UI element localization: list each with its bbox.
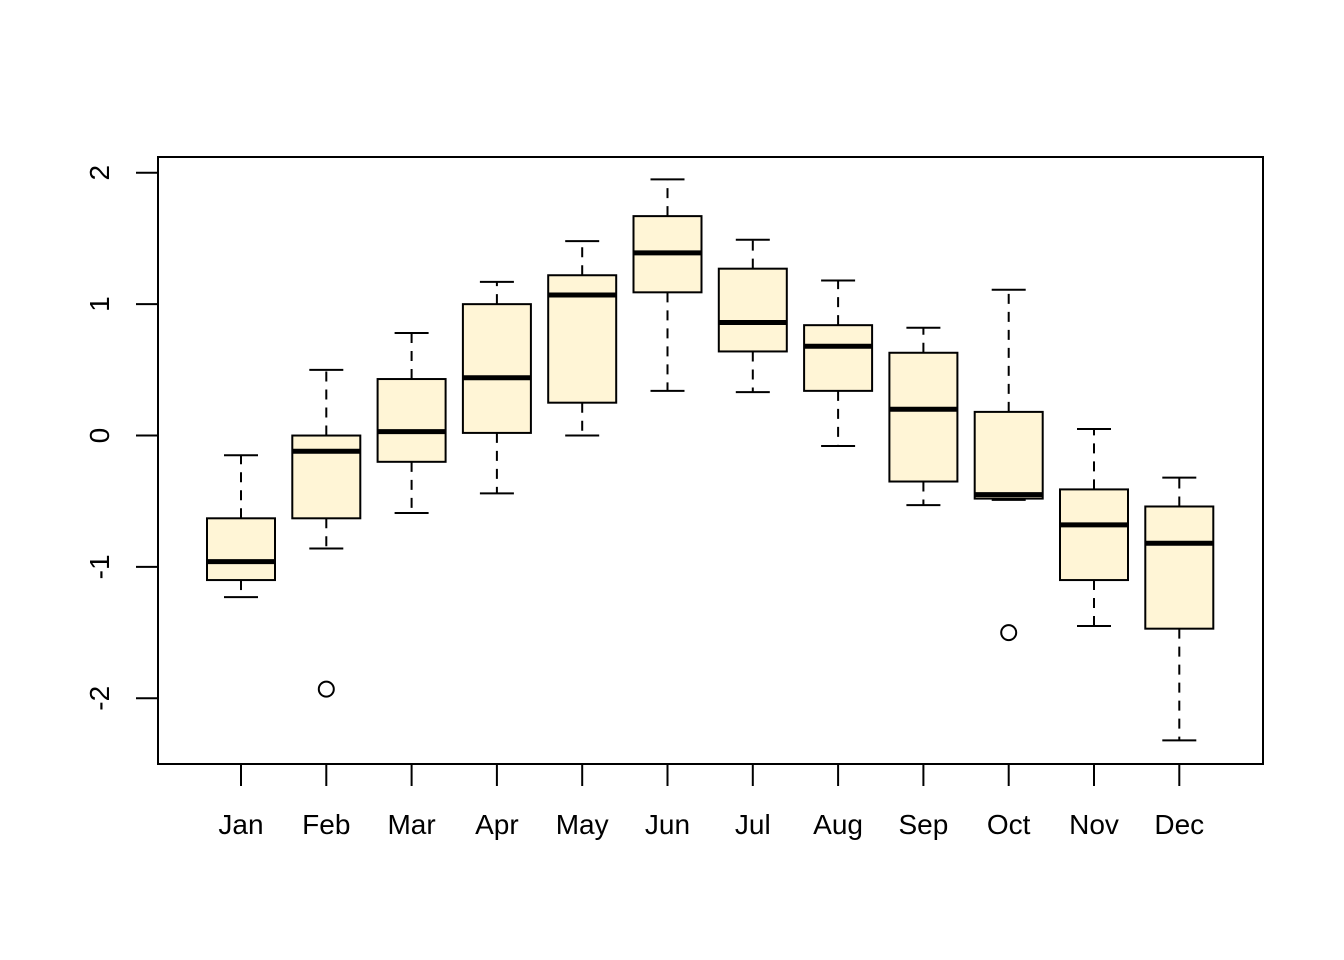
box-aug [803,279,874,448]
box-iqr [461,303,532,434]
box-oct [973,288,1044,642]
y-tick-label: -2 [84,686,115,711]
box-apr [461,280,532,495]
box-iqr [717,267,788,353]
box-dec [1144,476,1215,742]
box-iqr [1144,505,1215,630]
box-jan [206,454,276,599]
box-sep [888,326,959,507]
box-nov [1059,427,1129,628]
boxes-layer [206,178,1215,742]
x-tick-label: Dec [1154,809,1204,840]
x-tick-label: May [556,809,609,840]
plot-frame [157,156,1264,765]
box-iqr [803,324,874,392]
x-tick-label: Aug [813,809,863,840]
x-tick-label: Nov [1069,809,1119,840]
y-tick-label: 2 [84,165,115,181]
box-mar [376,332,447,515]
x-tick-label: Jan [218,809,263,840]
x-tick-label: Jul [735,809,771,840]
box-feb [291,368,362,698]
x-tick-label: Feb [302,809,350,840]
x-tick-label: Jun [645,809,690,840]
box-iqr [1059,488,1129,582]
box-iqr [206,517,276,582]
x-tick-label: Apr [475,809,519,840]
y-tick-label: 0 [84,428,115,444]
box-jul [717,238,788,394]
outlier-point [1000,624,1018,642]
x-tick-label: Sep [898,809,948,840]
box-may [547,240,618,437]
y-tick-label: 1 [84,296,115,312]
outlier-point [317,680,335,698]
y-tick-label: -1 [84,554,115,579]
box-iqr [291,434,362,520]
x-axis: Jan Feb Mar Apr May Jun Jul Aug Sep Oct Nov Dec [218,764,1204,840]
x-tick-label: Mar [387,809,435,840]
box-iqr [376,378,447,463]
y-axis: -2 -1 0 1 2 [84,165,159,711]
box-iqr [973,410,1044,500]
x-tick-label: Oct [987,809,1031,840]
box-jun [632,178,703,392]
box-iqr [888,351,959,483]
